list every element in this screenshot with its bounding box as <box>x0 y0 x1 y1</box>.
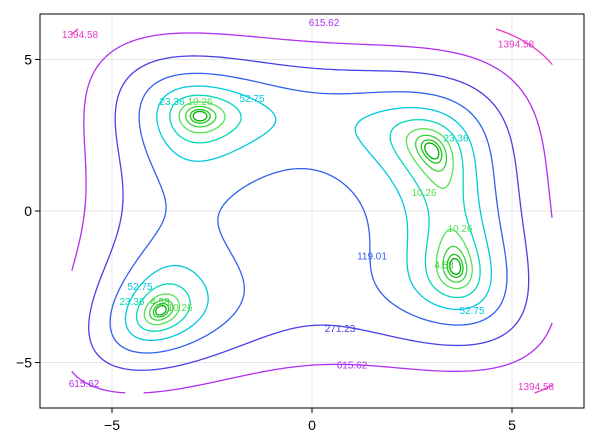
contour-label: 615.62 <box>309 18 340 29</box>
contour-line <box>152 108 464 318</box>
contour-label: 119.01 <box>357 251 387 262</box>
x-tick-label: 5 <box>508 417 516 433</box>
contour-line <box>149 105 468 321</box>
contour-label: 52.75 <box>459 306 484 317</box>
contour-label: 1394.58 <box>498 39 535 50</box>
contour-line <box>71 28 553 394</box>
contour-label: 10.26 <box>411 188 436 199</box>
contour-label: 23.36 <box>443 133 468 144</box>
contour-line <box>88 55 530 371</box>
x-tick-label: 0 <box>308 417 316 433</box>
contour-label: 271.23 <box>325 324 356 335</box>
contour-label: 4.58 <box>150 297 170 308</box>
y-tick-label: 0 <box>24 203 32 219</box>
contour-line <box>135 94 481 332</box>
y-tick-label: −5 <box>16 355 32 371</box>
contour-label: 1394.58 <box>62 30 99 41</box>
y-tick-label: 5 <box>24 51 32 67</box>
contour-lines <box>71 28 553 394</box>
contour-label: 52.75 <box>239 94 264 105</box>
contour-line <box>124 85 493 342</box>
contour-line <box>155 110 462 316</box>
contour-line <box>143 101 473 326</box>
contour-label: 1394.58 <box>518 382 555 393</box>
x-tick-label: −5 <box>104 417 120 433</box>
contour-label: 10.26 <box>447 224 472 235</box>
contour-label: 4.58 <box>434 261 454 272</box>
contour-label: 615.62 <box>337 361 368 372</box>
contour-line <box>109 72 508 354</box>
contour-label: 52.75 <box>127 282 152 293</box>
axis-ticks: −5 0 5 −5 0 5 <box>16 51 516 433</box>
contour-label: 23.36 <box>119 297 144 308</box>
contour-label: 615.62 <box>69 379 100 390</box>
contour-label: 10.26 <box>167 303 192 314</box>
contour-label: 23.36 <box>159 97 184 108</box>
contour-label: 10.26 <box>187 97 212 108</box>
contour-line <box>71 32 553 394</box>
